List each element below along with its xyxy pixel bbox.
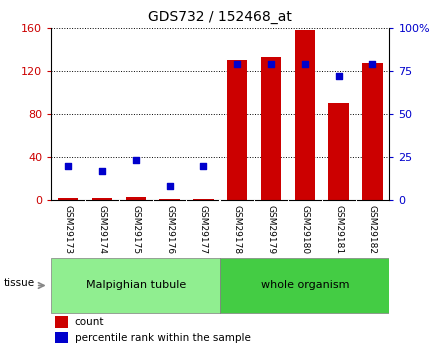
Bar [92, 198, 112, 200]
Point [132, 158, 139, 163]
FancyBboxPatch shape [51, 258, 220, 313]
Text: GSM29173: GSM29173 [64, 205, 73, 254]
Text: GSM29181: GSM29181 [334, 205, 343, 254]
Point [301, 61, 308, 67]
Bar [55, 332, 68, 344]
Point [267, 61, 275, 67]
Point [98, 168, 105, 174]
Bar [159, 199, 180, 200]
Bar [55, 316, 68, 328]
Title: GDS732 / 152468_at: GDS732 / 152468_at [148, 10, 292, 24]
Point [166, 184, 173, 189]
Text: percentile rank within the sample: percentile rank within the sample [75, 333, 251, 343]
Point [65, 163, 72, 168]
Text: GSM29180: GSM29180 [300, 205, 309, 254]
Text: GSM29176: GSM29176 [165, 205, 174, 254]
Text: GSM29179: GSM29179 [267, 205, 275, 254]
FancyBboxPatch shape [220, 258, 389, 313]
Point [200, 163, 207, 168]
Bar [125, 197, 146, 200]
Point [335, 73, 342, 79]
Point [369, 61, 376, 67]
Text: count: count [75, 317, 104, 327]
Text: GSM29178: GSM29178 [233, 205, 242, 254]
Text: GSM29177: GSM29177 [199, 205, 208, 254]
Bar [58, 198, 78, 200]
Bar [328, 103, 349, 200]
Text: GSM29174: GSM29174 [97, 205, 106, 254]
Bar [362, 63, 383, 200]
Text: tissue: tissue [4, 278, 35, 288]
Bar [295, 30, 315, 200]
Bar [261, 57, 281, 200]
Text: whole organism: whole organism [261, 280, 349, 290]
Point [234, 61, 241, 67]
Bar [227, 60, 247, 200]
Text: GSM29182: GSM29182 [368, 205, 377, 254]
Text: Malpighian tubule: Malpighian tubule [85, 280, 186, 290]
Text: GSM29175: GSM29175 [131, 205, 140, 254]
Bar [193, 199, 214, 200]
